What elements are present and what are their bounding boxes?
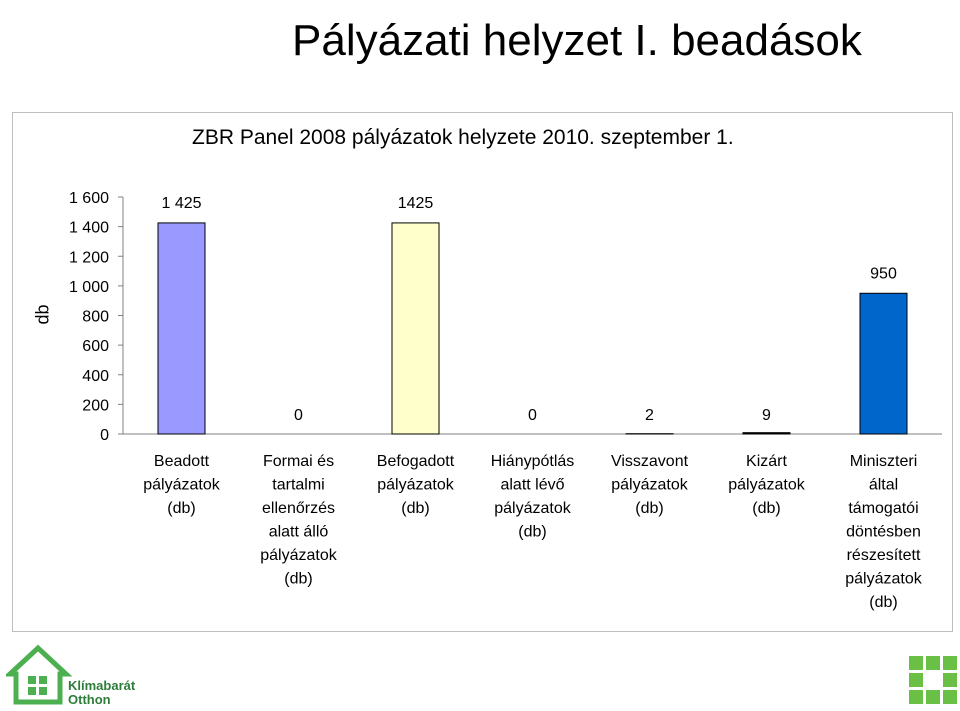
y-tick-label: 400	[82, 368, 109, 385]
x-tick-label: (db)	[635, 500, 663, 517]
x-tick-label: részesített	[847, 547, 921, 564]
house-logo-icon	[6, 644, 73, 705]
x-tick-label: pályázatok	[611, 477, 688, 494]
x-tick-label: Visszavont	[611, 453, 689, 470]
data-label: 1425	[398, 195, 434, 212]
x-tick-label: Beadott	[154, 453, 210, 470]
x-tick-label: Hiánypótlás	[491, 453, 575, 470]
x-tick-label: (db)	[401, 500, 429, 517]
x-tick-label: (db)	[869, 594, 897, 611]
x-tick-label: (db)	[284, 571, 312, 588]
chart-frame	[12, 112, 953, 632]
x-tick-label: pályázatok	[845, 571, 922, 588]
bar	[859, 292, 908, 435]
data-label: 9	[762, 407, 771, 424]
x-tick-label: Befogadott	[377, 453, 455, 470]
y-tick-label: 1 000	[69, 279, 109, 296]
bar	[157, 222, 206, 435]
logo-text: Klímabarát Otthon	[68, 678, 136, 707]
x-tick-label: támogatói	[848, 500, 918, 517]
data-label: 1 425	[161, 195, 201, 212]
x-tick-label: döntésben	[846, 524, 921, 541]
bar	[391, 222, 440, 435]
x-tick-label: tartalmi	[272, 477, 324, 494]
x-tick-label: által	[869, 477, 898, 494]
y-tick-label: 1 200	[69, 249, 109, 266]
y-tick-label: 600	[82, 338, 109, 355]
x-tick-label: alatt lévő	[500, 477, 564, 494]
grid-logo-icon	[909, 656, 957, 704]
x-tick-label: pályázatok	[377, 477, 454, 494]
x-tick-label: Kizárt	[746, 453, 787, 470]
x-tick-label: Miniszteri	[850, 453, 918, 470]
y-tick-label: 1 400	[69, 220, 109, 237]
y-tick-label: 1 600	[69, 190, 109, 207]
data-label: 0	[294, 407, 303, 424]
data-label: 0	[528, 407, 537, 424]
x-tick-label: alatt álló	[269, 524, 329, 541]
y-tick-label: 200	[82, 397, 109, 414]
data-label: 950	[870, 265, 897, 282]
x-tick-label: (db)	[518, 524, 546, 541]
x-tick-label: Formai és	[263, 453, 334, 470]
y-tick-label: 800	[82, 309, 109, 326]
x-tick-label: (db)	[752, 500, 780, 517]
chart-title: ZBR Panel 2008 pályázatok helyzete 2010.…	[192, 126, 734, 149]
x-tick-label: pályázatok	[143, 477, 220, 494]
x-tick-label: pályázatok	[494, 500, 571, 517]
data-label: 2	[645, 407, 654, 424]
x-tick-label: pályázatok	[260, 547, 337, 564]
bar	[742, 432, 791, 435]
x-tick-label: (db)	[167, 500, 195, 517]
x-tick-label: pályázatok	[728, 477, 805, 494]
page-title: Pályázati helyzet I. beadások	[292, 16, 862, 65]
y-tick-label: 0	[100, 427, 109, 444]
x-tick-label: ellenőrzés	[262, 500, 335, 517]
